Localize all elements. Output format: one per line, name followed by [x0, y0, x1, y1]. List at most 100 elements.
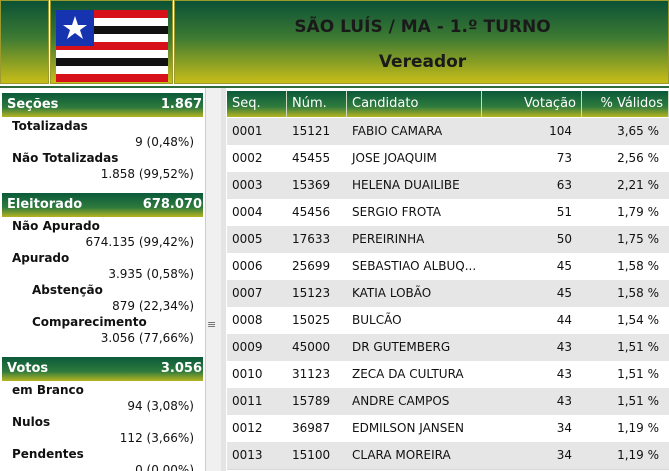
table-cell: 34: [556, 448, 572, 462]
column-header[interactable]: Seq.: [227, 91, 287, 117]
table-row[interactable]: [227, 361, 669, 389]
table-cell: BULCÃO: [352, 313, 402, 327]
table-cell: 0005: [232, 232, 263, 246]
item-label: Abstenção: [32, 283, 103, 297]
table-cell: SEBASTIAO ALBUQ...: [352, 259, 477, 273]
splitter: [221, 88, 226, 471]
section-header: [2, 357, 203, 381]
table-cell: 17633: [292, 232, 331, 246]
table-cell: 73: [556, 151, 572, 165]
table-cell: 0009: [232, 340, 263, 354]
table-cell: 15100: [292, 448, 331, 462]
table-cell: EDMILSON JANSEN: [352, 421, 464, 435]
table-cell: 0012: [232, 421, 263, 435]
item-label: Apurado: [12, 251, 70, 265]
table-cell: 43: [556, 394, 572, 408]
item-value: 879 (22,34%): [112, 299, 194, 313]
table-cell: ANDRE CAMPOS: [352, 394, 450, 408]
table-row[interactable]: [227, 442, 669, 470]
table-cell: 3,65 %: [617, 124, 659, 138]
section-header: [2, 193, 203, 217]
table-cell: 45456: [292, 205, 331, 219]
section-total: 1.867: [160, 97, 202, 112]
header-title-box: SÃO LUÍS / MA - 1.º TURNO Vereador: [174, 0, 669, 84]
table-cell: HELENA DUAILIBE: [352, 178, 460, 192]
table-cell: 43: [556, 367, 572, 381]
table-cell: 36987: [292, 421, 331, 435]
item-label: Totalizadas: [12, 119, 88, 133]
column-header[interactable]: Candidato: [347, 91, 482, 117]
table-cell: 1,51 %: [617, 340, 659, 354]
table-cell: 0013: [232, 448, 263, 462]
table-cell: 45: [556, 286, 572, 300]
table-cell: SERGIO FROTA: [352, 205, 441, 219]
column-header[interactable]: Núm.: [287, 91, 347, 117]
table-cell: 15121: [292, 124, 331, 138]
item-label: Não Apurado: [12, 219, 100, 233]
divider: [0, 86, 669, 88]
table-cell: 0003: [232, 178, 263, 192]
table-cell: 45000: [292, 340, 331, 354]
table-cell: 45455: [292, 151, 331, 165]
item-label: Comparecimento: [32, 315, 147, 329]
item-label: em Branco: [12, 383, 84, 397]
section-title: Seções: [7, 97, 59, 112]
item-value: 112 (3,66%): [119, 431, 194, 445]
table-row[interactable]: [227, 280, 669, 308]
table-cell: 43: [556, 340, 572, 354]
item-value: 1.858 (99,52%): [100, 167, 194, 181]
section-total: 678.070: [142, 197, 202, 212]
table-cell: 1,54 %: [617, 313, 659, 327]
item-label: Não Totalizadas: [12, 151, 119, 165]
table-cell: 44: [556, 313, 572, 327]
scroll-grip: ≡: [207, 318, 217, 331]
table-cell: 1,75 %: [617, 232, 659, 246]
scrollbar[interactable]: ≡: [205, 88, 221, 471]
table-cell: 0006: [232, 259, 263, 273]
table-cell: 50: [556, 232, 572, 246]
table-cell: KATIA LOBÃO: [352, 286, 432, 300]
table-cell: 15789: [292, 394, 331, 408]
table-cell: 2,56 %: [617, 151, 659, 165]
item-label: Pendentes: [12, 447, 84, 461]
table-cell: 2,21 %: [617, 178, 659, 192]
header-left: [0, 0, 49, 84]
header-flag-box: [50, 0, 173, 84]
table-cell: 31123: [292, 367, 331, 381]
table-cell: 0004: [232, 205, 263, 219]
item-value: 94 (3,08%): [127, 399, 194, 413]
table-cell: DR GUTEMBERG: [352, 340, 451, 354]
table-cell: 51: [556, 205, 572, 219]
subtitle: Vereador: [378, 52, 467, 72]
section-title: Eleitorado: [7, 197, 83, 212]
column-header[interactable]: % Válidos: [582, 91, 669, 117]
table-cell: 15123: [292, 286, 331, 300]
section-title: Votos: [7, 361, 49, 376]
table-cell: 1,19 %: [617, 448, 659, 462]
item-value: 3.056 (77,66%): [100, 331, 194, 345]
section-header: [2, 93, 203, 117]
column-header[interactable]: Votação: [482, 91, 582, 117]
table-cell: 63: [556, 178, 572, 192]
item-value: 0 (0,00%): [135, 463, 194, 471]
table-cell: 1,51 %: [617, 394, 659, 408]
item-label: Nulos: [12, 415, 51, 429]
table-cell: 34: [556, 421, 572, 435]
table-cell: 104: [549, 124, 572, 138]
table-cell: 0011: [232, 394, 263, 408]
item-value: 3.935 (0,58%): [108, 267, 194, 281]
table-cell: PEREIRINHA: [352, 232, 425, 246]
flag: [56, 10, 168, 82]
table-cell: FABIO CAMARA: [352, 124, 443, 138]
section-total: 3.056: [160, 361, 202, 376]
table-cell: 0010: [232, 367, 263, 381]
table-cell: 0002: [232, 151, 263, 165]
table-cell: 0001: [232, 124, 263, 138]
table-cell: 1,79 %: [617, 205, 659, 219]
table-cell: JOSE JOAQUIM: [352, 151, 437, 165]
table-cell: 45: [556, 259, 572, 273]
table-cell: 1,51 %: [617, 367, 659, 381]
table-cell: 0008: [232, 313, 263, 327]
table-cell: 1,58 %: [617, 259, 659, 273]
